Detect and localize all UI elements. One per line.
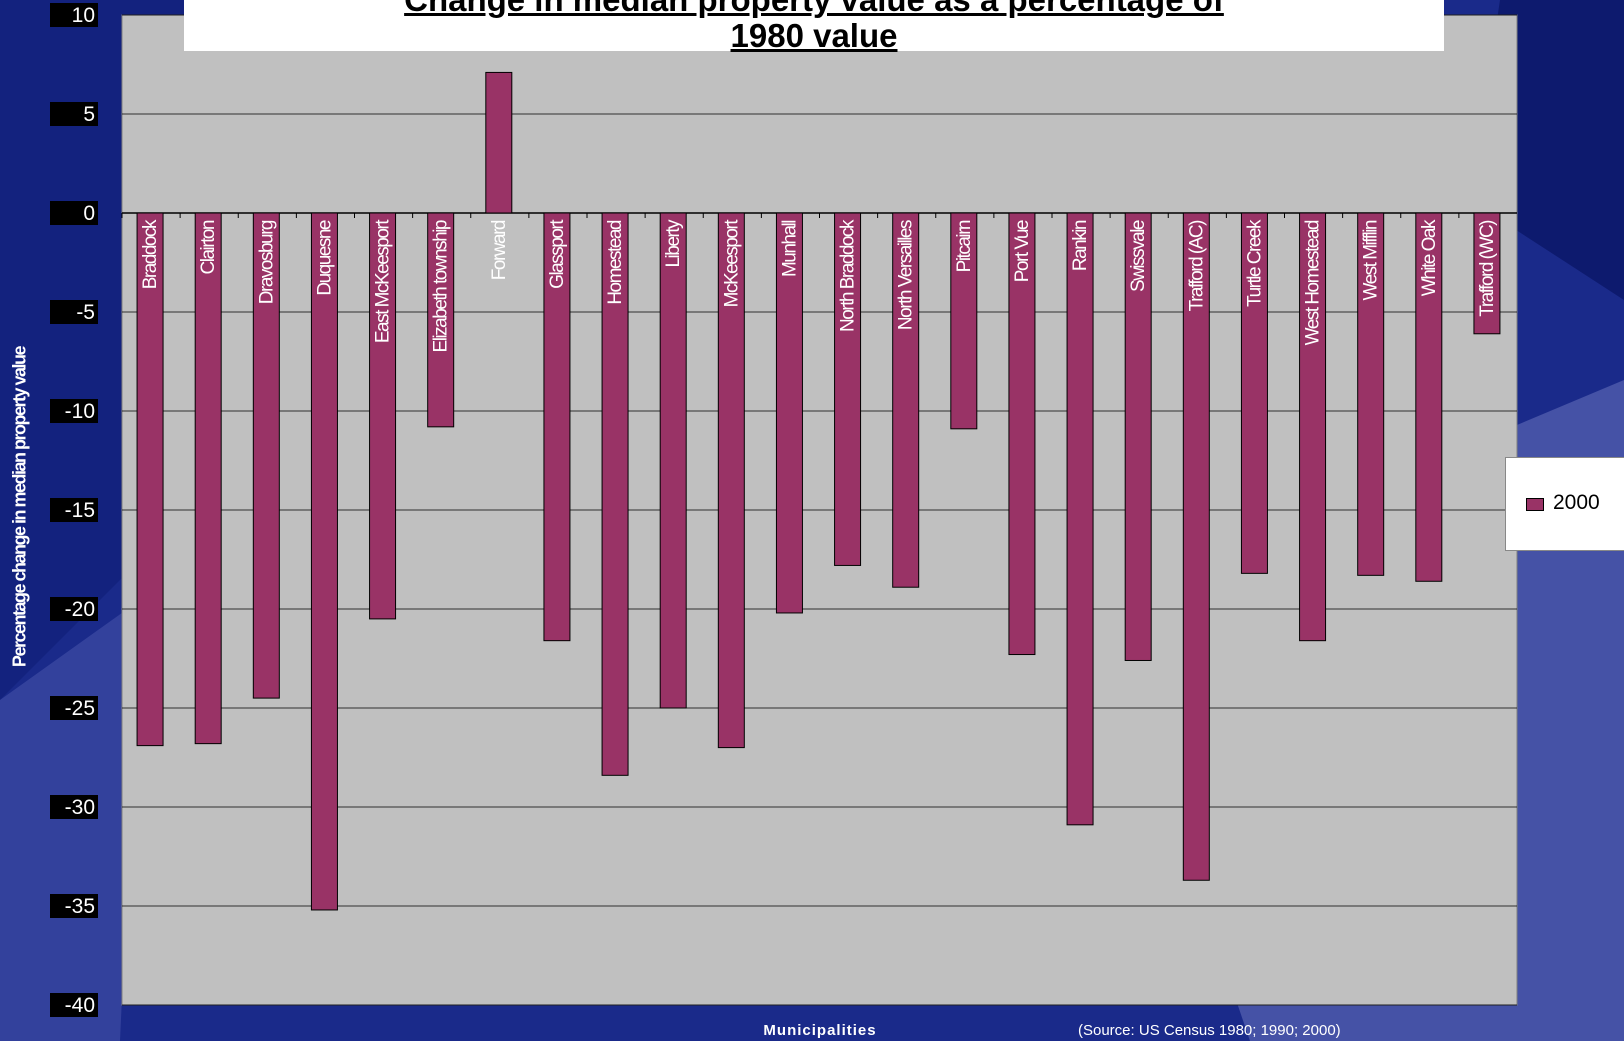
category-label: Munhall bbox=[779, 221, 800, 277]
category-label: Clairton bbox=[198, 220, 219, 274]
y-tick-background bbox=[50, 597, 98, 621]
bar bbox=[485, 71, 513, 214]
legend: 2000 bbox=[1505, 457, 1624, 551]
chart-title: Change in median property value as a per… bbox=[404, 0, 1224, 54]
bar bbox=[1415, 212, 1443, 582]
source-note: (Source: US Census 1980; 1990; 2000) bbox=[1078, 1022, 1341, 1039]
y-tick-label: -15 bbox=[65, 499, 95, 522]
category-label: Trafford (WC) bbox=[1477, 220, 1498, 317]
bar bbox=[1182, 212, 1210, 881]
y-tick-background bbox=[50, 399, 98, 423]
y-tick-label: -25 bbox=[65, 697, 95, 720]
y-axis-ticks: 10 5 0 -5 -10 -15 -20 -25 -30 -35 -40 bbox=[50, 3, 98, 1017]
bar bbox=[427, 212, 455, 428]
bar bbox=[950, 212, 978, 430]
category-label: Forward bbox=[489, 220, 510, 280]
y-tick-background bbox=[50, 300, 98, 324]
y-tick-label: -35 bbox=[65, 895, 95, 918]
category-label: Turtle Creek bbox=[1244, 219, 1265, 307]
y-tick-background bbox=[50, 201, 98, 225]
bar bbox=[1473, 212, 1501, 335]
y-tick-background bbox=[50, 993, 98, 1017]
bar bbox=[1008, 212, 1036, 656]
y-tick-background bbox=[50, 3, 98, 27]
y-tick-background bbox=[50, 498, 98, 522]
bar bbox=[1299, 212, 1327, 642]
y-tick-label: -30 bbox=[65, 796, 95, 819]
bar bbox=[1357, 212, 1385, 576]
y-tick-background bbox=[50, 894, 98, 918]
legend-swatch bbox=[1526, 498, 1544, 511]
bar bbox=[892, 212, 920, 588]
bar bbox=[717, 212, 745, 749]
bar bbox=[310, 212, 338, 911]
category-label: West Homestead bbox=[1303, 220, 1324, 345]
category-label: East McKeesport bbox=[373, 219, 394, 343]
y-tick-label: 0 bbox=[83, 202, 95, 225]
category-label: Elizabeth township bbox=[431, 220, 452, 352]
y-tick-label: -40 bbox=[65, 994, 95, 1017]
bar bbox=[601, 212, 629, 776]
category-label: White Oak bbox=[1419, 219, 1440, 296]
category-label: Duquesne bbox=[314, 220, 335, 296]
bar bbox=[136, 212, 164, 747]
y-tick-label: -20 bbox=[65, 598, 95, 621]
category-label: North Braddock bbox=[838, 219, 859, 332]
bar bbox=[369, 212, 397, 620]
category-label: North Versailles bbox=[896, 220, 917, 330]
category-label: Port Vue bbox=[1012, 220, 1033, 282]
y-axis-label: Percentage change in median property val… bbox=[9, 346, 30, 668]
y-tick-background bbox=[50, 102, 98, 126]
bar bbox=[1124, 212, 1152, 661]
bar bbox=[252, 212, 280, 699]
y-tick-label: -5 bbox=[76, 301, 95, 324]
y-tick-label: 5 bbox=[83, 103, 95, 126]
category-labels: Braddock Clairton Dravosburg Duquesne East M… bbox=[140, 219, 1498, 353]
bar bbox=[194, 212, 222, 745]
category-label: Liberty bbox=[663, 219, 684, 268]
bar bbox=[543, 212, 571, 642]
category-label: Dravosburg bbox=[256, 220, 277, 304]
category-label: Swissvale bbox=[1128, 220, 1149, 292]
y-tick-label: -10 bbox=[65, 400, 95, 423]
category-label: West Mifflin bbox=[1361, 220, 1382, 300]
category-label: Braddock bbox=[140, 219, 161, 289]
y-tick-label: 10 bbox=[72, 4, 95, 27]
bar bbox=[834, 212, 862, 566]
bar bbox=[775, 212, 803, 614]
bar bbox=[659, 212, 687, 709]
category-label: Homestead bbox=[605, 220, 626, 305]
bars bbox=[136, 71, 1501, 911]
category-label: Glassport bbox=[547, 219, 568, 289]
chart-title-box: Change in median property value as a per… bbox=[184, 0, 1444, 54]
x-axis-label: Municipalities bbox=[763, 1022, 877, 1039]
y-tick-background bbox=[50, 696, 98, 720]
bar bbox=[1066, 212, 1094, 826]
legend-label: 2000 bbox=[1553, 491, 1600, 514]
category-label: Trafford (AC) bbox=[1186, 220, 1207, 311]
bar bbox=[1240, 212, 1268, 574]
y-tick-background bbox=[50, 795, 98, 819]
category-label: McKeesport bbox=[721, 219, 742, 308]
category-label: Pitcairn bbox=[954, 220, 975, 272]
category-label: Rankin bbox=[1070, 220, 1091, 271]
